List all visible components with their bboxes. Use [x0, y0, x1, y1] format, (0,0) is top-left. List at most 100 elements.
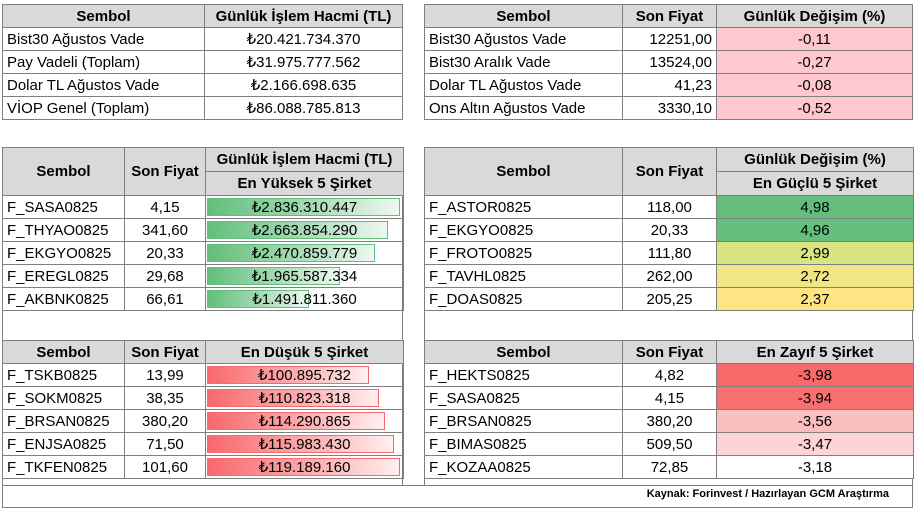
table-row: F_TKFEN0825 101,60 ₺119.189.160 [2, 455, 404, 479]
symbol-cell: Pay Vadeli (Toplam) [2, 50, 205, 74]
price-cell: 20,33 [124, 241, 206, 265]
table-row: Ons Altın Ağustos Vade 3330,10 -0,52 [424, 96, 913, 120]
header-price: Son Fiyat [622, 340, 717, 364]
volume-cell: ₺2.166.698.635 [204, 73, 403, 97]
price-cell: 118,00 [622, 195, 717, 219]
symbol-cell: F_HEKTS0825 [424, 363, 623, 387]
table-row: F_TSKB0825 13,99 ₺100.895.732 [2, 363, 404, 387]
low-volume-table: Sembol Son Fiyat En Düşük 5 Şirket F_TSK… [2, 340, 404, 479]
table-row: F_EKGYO0825 20,33 4,96 [424, 218, 914, 242]
volume-value: ₺119.189.160 [258, 459, 351, 476]
price-cell: 4,15 [124, 195, 206, 219]
price-cell: 262,00 [622, 264, 717, 288]
table-row: F_TAVHL0825 262,00 2,72 [424, 264, 914, 288]
symbol-cell: F_ENJSA0825 [2, 432, 125, 456]
price-cell: 72,85 [622, 455, 717, 479]
header-row: Sembol Son Fiyat Günlük Değişim (%) [424, 4, 913, 28]
price-cell: 29,68 [124, 264, 206, 288]
price-cell: 3330,10 [622, 96, 717, 120]
header-row: Sembol Günlük İşlem Hacmi (TL) [2, 4, 403, 28]
table-row: F_ENJSA0825 71,50 ₺115.983.430 [2, 432, 404, 456]
header-sembol: Sembol [424, 147, 623, 196]
price-cell: 4,15 [622, 386, 717, 410]
price-cell: 38,35 [124, 386, 206, 410]
header-price: Son Fiyat [622, 4, 717, 28]
top-losers-table: Sembol Son Fiyat En Zayıf 5 Şirket F_HEK… [424, 340, 914, 479]
top-volume-table: Sembol Son Fiyat Günlük İşlem Hacmi (TL)… [2, 147, 404, 311]
symbol-cell: F_TAVHL0825 [424, 264, 623, 288]
symbol-cell: Bist30 Ağustos Vade [2, 27, 205, 51]
price-cell: 380,20 [124, 409, 206, 433]
price-cell: 509,50 [622, 432, 717, 456]
symbol-cell: F_SASA0825 [2, 195, 125, 219]
data-bar [207, 458, 400, 476]
header-row: Sembol Son Fiyat Günlük Değişim (%) [424, 147, 914, 196]
volume-value: ₺114.290.865 [258, 413, 351, 430]
table-row: F_BRSAN0825 380,20 ₺114.290.865 [2, 409, 404, 433]
change-cell: -0,11 [716, 27, 913, 51]
top-right-table: Sembol Son Fiyat Günlük Değişim (%) Bist… [424, 4, 913, 120]
change-cell: -3,18 [716, 455, 914, 479]
header-sembol: Sembol [2, 147, 125, 196]
data-bar [207, 198, 400, 216]
volume-value: ₺2.470.859.779 [251, 245, 358, 262]
header-row: Sembol Son Fiyat Günlük İşlem Hacmi (TL) [2, 147, 404, 196]
table-row: F_DOAS0825 205,25 2,37 [424, 287, 914, 311]
table-row: F_EKGYO0825 20,33 ₺2.470.859.779 [2, 241, 404, 265]
symbol-cell: Ons Altın Ağustos Vade [424, 96, 623, 120]
volume-value: ₺110.823.318 [258, 390, 351, 407]
change-cell: -3,94 [716, 386, 914, 410]
table-row: Bist30 Ağustos Vade ₺20.421.734.370 [2, 27, 403, 51]
change-cell: 2,37 [716, 287, 914, 311]
volume-value: ₺115.983.430 [258, 436, 351, 453]
volume-bar-cell: ₺115.983.430 [205, 432, 404, 456]
price-cell: 13524,00 [622, 50, 717, 74]
symbol-cell: F_TSKB0825 [2, 363, 125, 387]
volume-bar-cell: ₺2.836.310.447 [205, 195, 404, 219]
table-row: F_BIMAS0825 509,50 -3,47 [424, 432, 914, 456]
price-cell: 4,82 [622, 363, 717, 387]
source-note: Kaynak: Forinvest / Hazırlayan GCM Araşt… [646, 488, 889, 500]
volume-bar-cell: ₺114.290.865 [205, 409, 404, 433]
header-sembol: Sembol [2, 340, 125, 364]
data-bar [207, 221, 389, 239]
source-frame [2, 485, 913, 508]
header-price: Son Fiyat [124, 147, 206, 196]
change-cell: -3,98 [716, 363, 914, 387]
header-sembol: Sembol [424, 340, 623, 364]
table-row: Dolar TL Ağustos Vade ₺2.166.698.635 [2, 73, 403, 97]
volume-value: ₺2.836.310.447 [251, 199, 358, 216]
symbol-cell: F_KOZAA0825 [424, 455, 623, 479]
table-row: F_ASTOR0825 118,00 4,98 [424, 195, 914, 219]
volume-bar-cell: ₺100.895.732 [205, 363, 404, 387]
table-row: F_BRSAN0825 380,20 -3,56 [424, 409, 914, 433]
subheader-row: En Güçlü 5 Şirket [425, 171, 914, 196]
symbol-cell: F_SOKM0825 [2, 386, 125, 410]
change-cell: 4,96 [716, 218, 914, 242]
volume-bar-cell: ₺119.189.160 [205, 455, 404, 479]
price-cell: 380,20 [622, 409, 717, 433]
symbol-cell: Dolar TL Ağustos Vade [2, 73, 205, 97]
change-cell: 2,99 [716, 241, 914, 265]
volume-cell: ₺31.975.777.562 [204, 50, 403, 74]
symbol-cell: F_BRSAN0825 [2, 409, 125, 433]
price-cell: 205,25 [622, 287, 717, 311]
price-cell: 341,60 [124, 218, 206, 242]
data-bar [207, 412, 385, 430]
table-row: F_EREGL0825 29,68 ₺1.965.587.334 [2, 264, 404, 288]
price-cell: 41,23 [622, 73, 717, 97]
price-cell: 12251,00 [622, 27, 717, 51]
symbol-cell: F_EKGYO0825 [424, 218, 623, 242]
volume-bar-cell: ₺2.470.859.779 [205, 241, 404, 265]
subheader-top5: En Yüksek 5 Şirket [205, 171, 404, 196]
change-cell: -3,47 [716, 432, 914, 456]
price-cell: 101,60 [124, 455, 206, 479]
change-cell: -0,27 [716, 50, 913, 74]
volume-bar-cell: ₺1.965.587.334 [205, 264, 404, 288]
table-row: F_THYAO0825 341,60 ₺2.663.854.290 [2, 218, 404, 242]
data-bar [207, 435, 395, 453]
symbol-cell: F_EKGYO0825 [2, 241, 125, 265]
table-row: F_SASA0825 4,15 ₺2.836.310.447 [2, 195, 404, 219]
symbol-cell: F_AKBNK0825 [2, 287, 125, 311]
symbol-cell: F_DOAS0825 [424, 287, 623, 311]
